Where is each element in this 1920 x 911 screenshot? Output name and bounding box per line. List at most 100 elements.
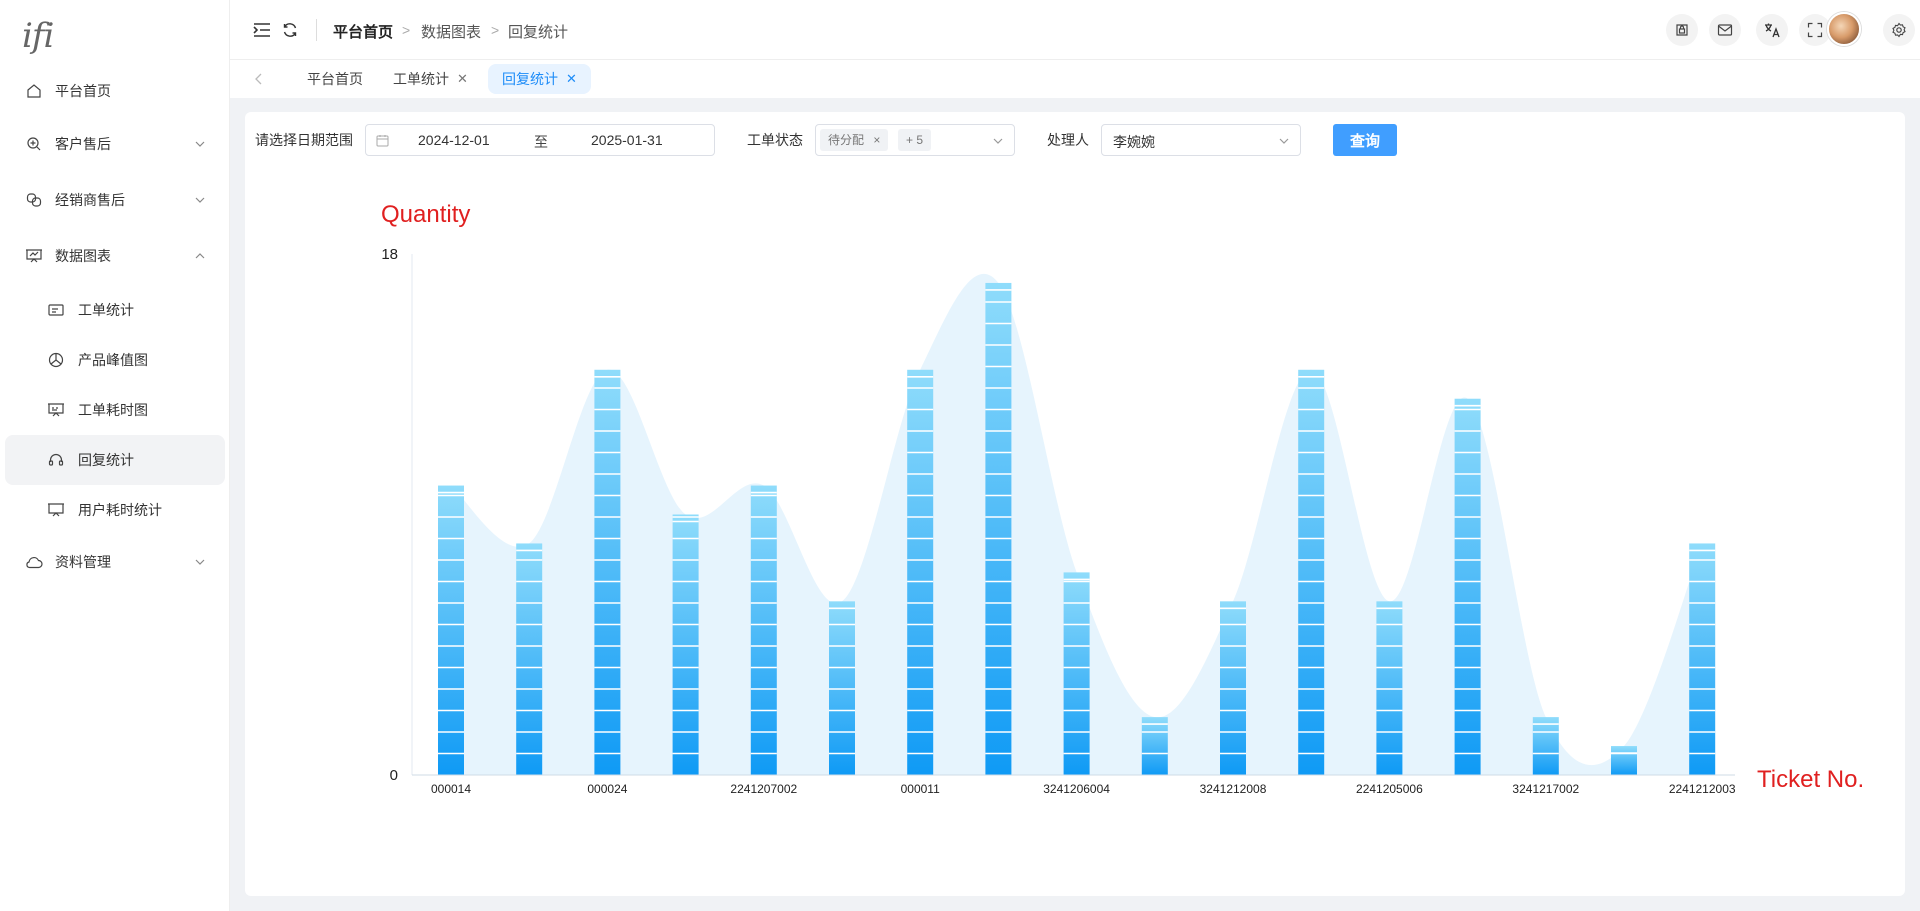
- sidebar-item-label: 用户耗时统计: [78, 502, 162, 518]
- bar[interactable]: [1063, 572, 1090, 775]
- header-divider: [316, 19, 317, 41]
- y-axis-title: Quantity: [381, 201, 470, 228]
- sidebar-item-ticket-stats[interactable]: 工单统计: [5, 285, 225, 335]
- tab-home[interactable]: 平台首页: [293, 64, 377, 94]
- tab-ticket-stats[interactable]: 工单统计 ✕: [379, 64, 482, 94]
- translate-icon[interactable]: [1756, 14, 1788, 46]
- headset-icon: [47, 451, 65, 469]
- presentation-chart-icon: [25, 247, 43, 265]
- query-button[interactable]: 查询: [1333, 124, 1397, 156]
- fullscreen-icon[interactable]: [1799, 14, 1831, 46]
- x-tick-label: 3241212008: [1200, 782, 1267, 796]
- app-logo: ifi: [22, 16, 54, 56]
- close-icon[interactable]: ✕: [457, 71, 468, 86]
- sidebar-item-dealer-service[interactable]: 经销商售后: [5, 175, 225, 225]
- bar[interactable]: [1611, 746, 1637, 775]
- chevron-left-icon[interactable]: [252, 72, 266, 86]
- sidebar-item-label: 数据图表: [55, 248, 111, 264]
- bar[interactable]: [1454, 398, 1481, 775]
- calendar-icon: [376, 135, 389, 147]
- home-icon: [25, 82, 43, 100]
- handler-value: 李婉婉: [1113, 134, 1155, 150]
- sidebar-item-product-peak[interactable]: 产品峰值图: [5, 335, 225, 385]
- bar[interactable]: [1689, 543, 1716, 775]
- tab-label: 平台首页: [307, 71, 363, 87]
- avatar[interactable]: [1827, 12, 1861, 46]
- bar[interactable]: [1220, 601, 1246, 775]
- menu-fold-icon[interactable]: [252, 20, 272, 40]
- chevron-down-icon: [993, 138, 1003, 144]
- sidebar-item-customer-service[interactable]: 客户售后: [5, 119, 225, 169]
- bar-fill: [750, 485, 777, 775]
- bar-fill: [829, 601, 855, 775]
- bar-fill: [438, 485, 464, 775]
- breadcrumb-current: 回复统计: [508, 24, 569, 41]
- x-tick-label: 2241205006: [1356, 782, 1423, 796]
- bar-fill: [907, 369, 934, 775]
- bar[interactable]: [750, 485, 777, 775]
- sidebar-item-data-charts[interactable]: 数据图表: [5, 231, 225, 281]
- tab-reply-stats[interactable]: 回复统计 ✕: [488, 64, 591, 94]
- x-tick-label: 2241212003: [1669, 782, 1736, 796]
- sidebar-item-label: 经销商售后: [55, 192, 125, 208]
- bar[interactable]: [1298, 369, 1325, 775]
- x-tick-label: 2241207002: [730, 782, 797, 796]
- reply-stats-chart: Quantity Ticket No. 18 0 000014 000024 224…: [381, 201, 1864, 796]
- sidebar-item-home[interactable]: 平台首页: [5, 66, 225, 116]
- bar-fill: [1454, 398, 1481, 775]
- bar-fill: [1141, 717, 1168, 775]
- lock-icon[interactable]: [1666, 14, 1698, 46]
- status-select[interactable]: 待分配 × + 5: [815, 124, 1015, 156]
- x-tick-label: 000014: [431, 782, 471, 796]
- chip-close-icon[interactable]: ×: [873, 133, 881, 147]
- bar-fill: [1220, 601, 1246, 775]
- handler-select[interactable]: 李婉婉: [1101, 124, 1301, 156]
- bar[interactable]: [594, 369, 621, 775]
- breadcrumb-separator: >: [491, 22, 500, 38]
- search-plus-icon: [25, 135, 43, 153]
- breadcrumb-data-charts[interactable]: 数据图表: [421, 24, 482, 41]
- bar[interactable]: [438, 485, 464, 775]
- sidebar-item-user-time[interactable]: 用户耗时统计: [5, 485, 225, 535]
- sidebar-item-label: 工单统计: [78, 302, 134, 318]
- date-range-separator: 至: [534, 134, 548, 150]
- link-icon: [25, 191, 43, 209]
- bar-fill: [1689, 543, 1716, 775]
- bar-fill: [985, 282, 1012, 775]
- sidebar-item-ticket-time[interactable]: 工单耗时图: [5, 385, 225, 435]
- bar[interactable]: [829, 601, 855, 775]
- date-range-label: 请选择日期范围: [255, 132, 353, 148]
- bar-fill: [1298, 369, 1325, 775]
- sidebar-item-label: 客户售后: [55, 136, 111, 152]
- sidebar-item-documents[interactable]: 资料管理: [5, 537, 225, 587]
- bar[interactable]: [1376, 601, 1403, 775]
- tab-label: 回复统计: [502, 71, 558, 87]
- date-end-field[interactable]: 2025-01-31: [591, 132, 663, 148]
- date-start-field[interactable]: 2024-12-01: [418, 132, 490, 148]
- sidebar-item-reply-stats[interactable]: 回复统计: [5, 435, 225, 485]
- sidebar-item-label: 工单耗时图: [78, 402, 148, 418]
- tab-bar: 平台首页 工单统计 ✕ 回复统计 ✕: [230, 60, 1920, 98]
- bar[interactable]: [1532, 717, 1559, 775]
- bar-fill: [594, 369, 621, 775]
- handler-label: 处理人: [1047, 132, 1089, 148]
- date-range-picker[interactable]: 2024-12-01 至 2025-01-31: [365, 124, 715, 156]
- close-icon[interactable]: ✕: [566, 71, 577, 86]
- status-label: 工单状态: [747, 132, 803, 148]
- status-chip-label: 待分配: [828, 133, 865, 147]
- bar[interactable]: [1141, 717, 1168, 775]
- sidebar-item-label: 产品峰值图: [78, 352, 148, 368]
- mail-icon[interactable]: [1709, 14, 1741, 46]
- bar[interactable]: [907, 369, 934, 775]
- board-chart-icon: [47, 401, 65, 419]
- bar[interactable]: [985, 282, 1012, 775]
- y-tick-label: 0: [390, 767, 398, 784]
- breadcrumb-home[interactable]: 平台首页: [333, 24, 394, 41]
- settings-icon[interactable]: [1883, 14, 1915, 46]
- bar[interactable]: [516, 543, 543, 775]
- bar[interactable]: [672, 514, 699, 776]
- refresh-icon[interactable]: [280, 20, 300, 40]
- top-header: 平台首页 > 数据图表 > 回复统计: [230, 0, 1920, 60]
- chevron-down-icon: [195, 141, 205, 147]
- status-chip: 待分配 ×: [820, 129, 889, 151]
